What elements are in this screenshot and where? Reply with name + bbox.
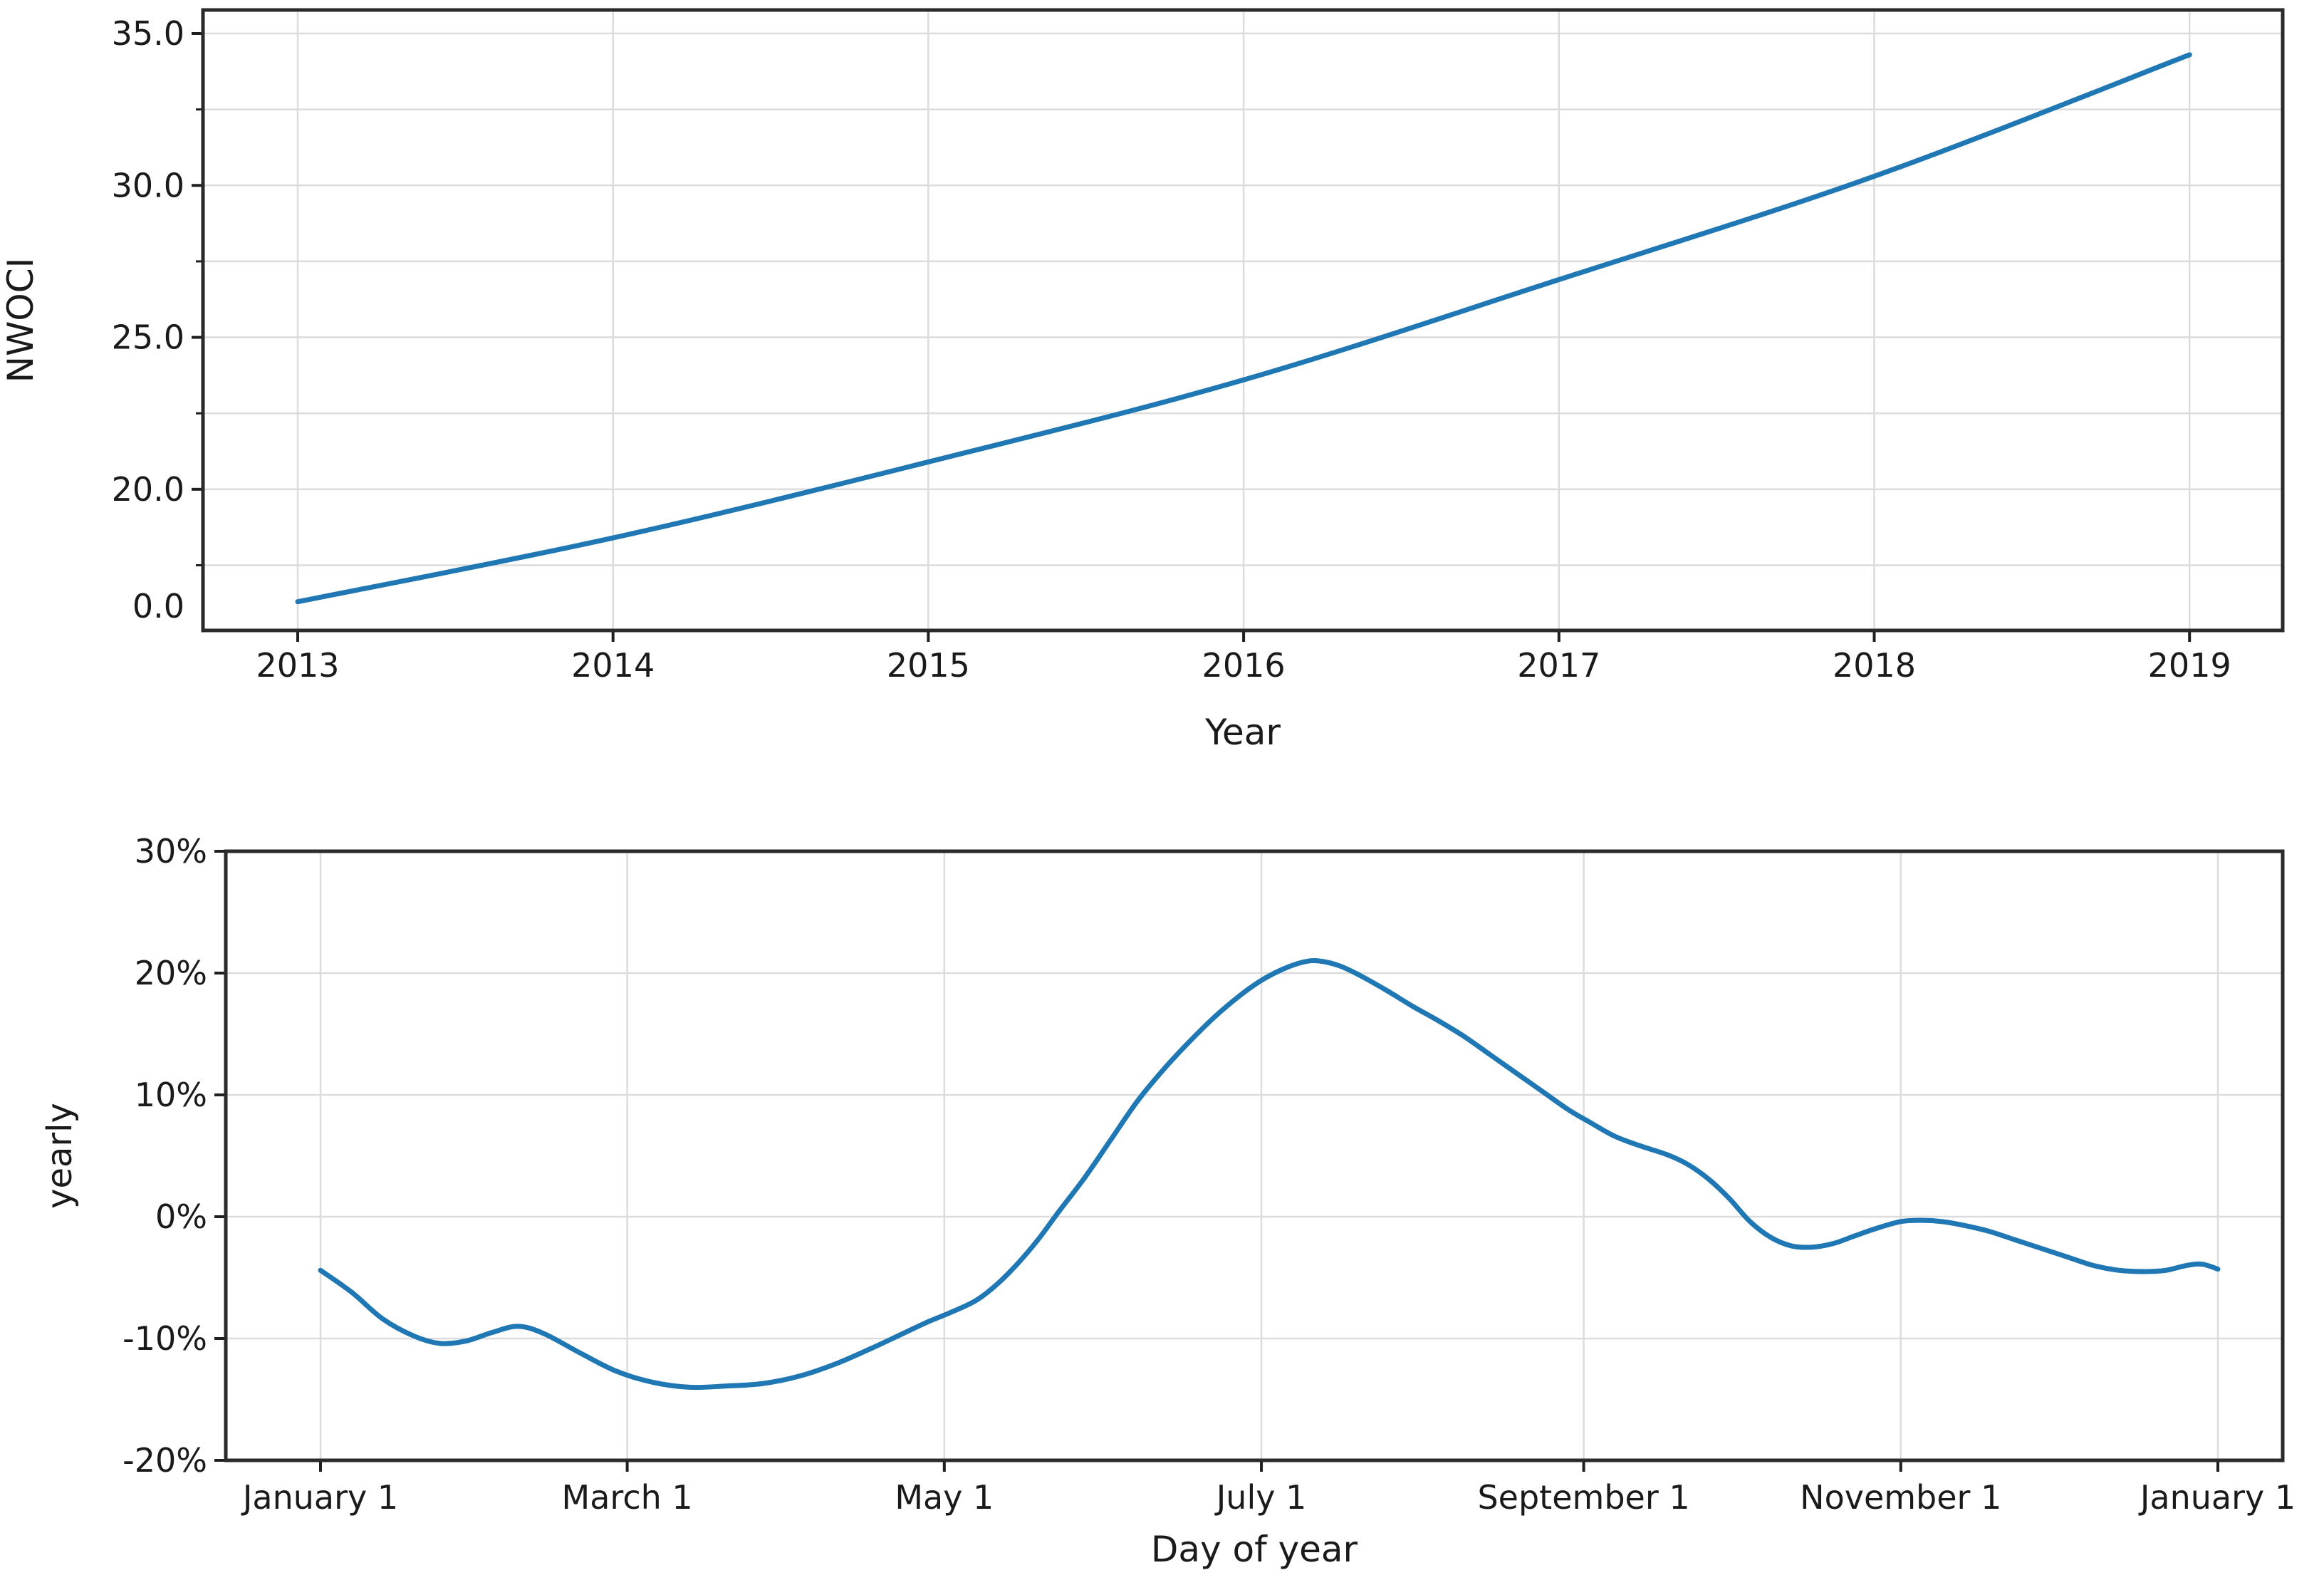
x-tick-label: July 1: [1214, 1478, 1307, 1517]
y-axis-title: NWOCI: [0, 258, 41, 383]
x-tick-label: January 1: [2138, 1478, 2296, 1517]
x-tick-label: March 1: [562, 1478, 693, 1517]
x-tick-label: November 1: [1800, 1478, 2001, 1517]
x-tick-label: September 1: [1477, 1478, 1689, 1517]
y-tick-label: -10%: [123, 1319, 207, 1358]
y-tick-label: 0%: [155, 1197, 207, 1236]
nwoci-by-year-chart: 2013 2014 2015 2016 2017 2018 2019 35.0 30.0 25.0…: [0, 8, 2285, 753]
axes-spines: [201, 8, 2285, 633]
series-line-nwoci: [295, 52, 2192, 605]
series-line-yearly: [318, 958, 2221, 1391]
x-axis-title: Day of year: [1151, 1529, 1358, 1570]
y-tick-label: 20%: [135, 954, 207, 992]
y-tick-label: 30.0: [112, 166, 184, 204]
y-tick-label: 20.0: [112, 470, 184, 509]
y-tick-label: 25.0: [112, 318, 184, 357]
x-tick-label: 2014: [571, 646, 655, 685]
x-tick-label: 2017: [1517, 646, 1600, 685]
x-tick-label: 2016: [1202, 646, 1286, 685]
x-tick-label: 2019: [2148, 646, 2231, 685]
x-tick-label: 2015: [887, 646, 970, 685]
x-tick-label: May 1: [895, 1478, 994, 1517]
y-tick-label: 10%: [135, 1076, 207, 1114]
y-tick-label-zero: 0.0: [132, 587, 184, 625]
yearly-seasonality-chart: January 1 March 1 May 1 July 1 September 1 No…: [40, 832, 2296, 1570]
y-tick-label: -20%: [123, 1441, 207, 1480]
x-tick-label: 2018: [1833, 646, 1916, 685]
x-tick-label: January 1: [241, 1478, 398, 1517]
x-axis-title: Year: [1204, 712, 1281, 753]
y-tick-label: 35.0: [112, 14, 184, 53]
x-tick-label: 2013: [256, 646, 339, 685]
axes-spines: [224, 849, 2285, 1462]
y-tick-label: 30%: [135, 832, 207, 871]
y-axis-title: yearly: [40, 1103, 80, 1209]
